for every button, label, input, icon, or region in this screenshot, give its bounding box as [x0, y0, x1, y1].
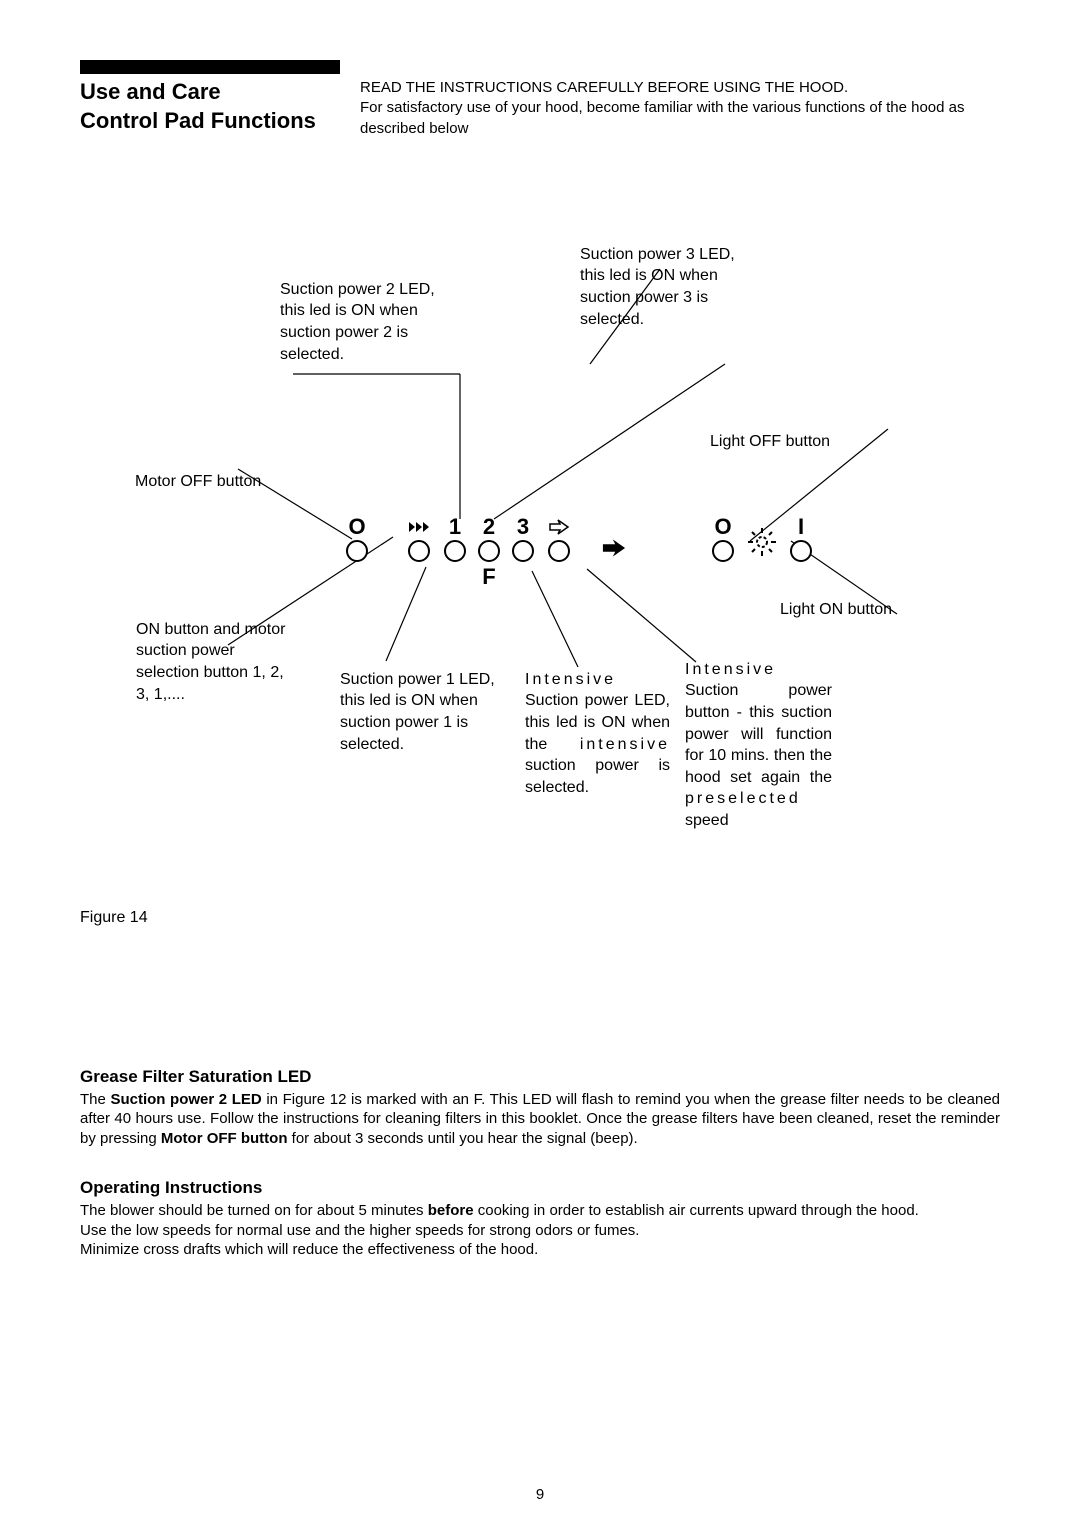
button-intensive-led[interactable] — [546, 514, 572, 562]
figure-label: Figure 14 — [80, 909, 1000, 927]
callout-suction2: Suction power 2 LED, this led is ON when… — [280, 279, 435, 365]
button-light-off[interactable]: O — [712, 514, 734, 562]
op-p1a: The blower should be turned on for about… — [80, 1202, 428, 1219]
page-number: 9 — [536, 1486, 544, 1503]
grease-p1e: for about 3 seconds until you hear the s… — [288, 1130, 638, 1147]
grease-section: Grease Filter Saturation LED The Suction… — [80, 1067, 1000, 1149]
circle-1 — [444, 540, 466, 562]
button-speed-1[interactable]: 1 — [444, 514, 466, 562]
grease-p1a: The — [80, 1091, 110, 1108]
callout-intensive-btn: Intensive Suction power button - this su… — [685, 659, 832, 832]
callout-light-on: Light ON button — [780, 599, 892, 621]
label-I: I — [798, 514, 804, 540]
circle-on — [408, 540, 430, 562]
label-O: O — [348, 514, 365, 540]
grease-p1b: Suction power 2 LED — [110, 1091, 261, 1108]
intro-line-2: For satisfactory use of your hood, becom… — [360, 98, 1000, 139]
preselected-spaced: preselected — [685, 790, 801, 807]
button-speed-2[interactable]: 2 F — [478, 514, 500, 590]
light-symbol — [746, 526, 778, 558]
control-panel: O 1 2 F 3 — [340, 514, 818, 590]
button-on-cycle[interactable] — [406, 514, 432, 562]
button-motor-off[interactable]: O — [346, 514, 368, 562]
label-light-O: O — [714, 514, 731, 540]
title-line-1: Use and Care — [80, 78, 340, 107]
operating-p3: Minimize cross drafts which will reduce … — [80, 1240, 1000, 1260]
label-2: 2 — [483, 514, 495, 540]
label-F: F — [482, 564, 495, 590]
circle-light-on — [790, 540, 812, 562]
callout-suction3: Suction power 3 LED, this led is ON when… — [580, 244, 735, 330]
circle-3 — [512, 540, 534, 562]
header-black-bar — [80, 60, 340, 74]
light-bulb-icon — [746, 526, 778, 558]
grease-p1d: Motor OFF button — [161, 1130, 288, 1147]
button-light-on[interactable]: I — [790, 514, 812, 562]
grease-paragraph: The Suction power 2 LED in Figure 12 is … — [80, 1090, 1000, 1149]
circle-intensive-led — [548, 540, 570, 562]
circle-2 — [478, 540, 500, 562]
operating-section: Operating Instructions The blower should… — [80, 1178, 1000, 1260]
circle-light-off — [712, 540, 734, 562]
op-p1c: cooking in order to establish air curren… — [474, 1202, 919, 1219]
operating-p1: The blower should be turned on for about… — [80, 1201, 1000, 1221]
grease-heading: Grease Filter Saturation LED — [80, 1067, 1000, 1087]
title-line-2: Control Pad Functions — [80, 107, 340, 136]
header-row: Use and Care Control Pad Functions READ … — [80, 78, 1000, 139]
op-p1b: before — [428, 1202, 474, 1219]
title-column: Use and Care Control Pad Functions — [80, 78, 340, 139]
intro-column: READ THE INSTRUCTIONS CAREFULLY BEFORE U… — [360, 78, 1000, 139]
forward-icon — [406, 514, 432, 540]
operating-p2: Use the low speeds for normal use and th… — [80, 1221, 1000, 1241]
diagram-container: Suction power 2 LED, this led is ON when… — [80, 169, 1000, 889]
intensive-spaced-3: Intensive — [685, 661, 776, 678]
circle-motor-off — [346, 540, 368, 562]
button-speed-3[interactable]: 3 — [512, 514, 534, 562]
intensive-icon — [546, 514, 572, 540]
callout-on-button: ON button and motor suction power select… — [136, 619, 296, 705]
callout-motor-off: Motor OFF button — [135, 471, 261, 493]
intro-line-1: READ THE INSTRUCTIONS CAREFULLY BEFORE U… — [360, 78, 1000, 98]
intensive-spaced-1: Intensive — [525, 671, 616, 688]
intensive-spaced-2: intensive — [580, 736, 670, 753]
label-3: 3 — [517, 514, 529, 540]
intensive-icon-large — [598, 532, 630, 564]
callout-light-off: Light OFF button — [710, 431, 830, 453]
label-1: 1 — [449, 514, 461, 540]
button-intensive[interactable] — [598, 532, 630, 564]
operating-heading: Operating Instructions — [80, 1178, 1000, 1198]
callout-suction1: Suction power 1 LED, this led is ON when… — [340, 669, 497, 755]
callout-intensive-led: Intensive Suction power LED, this led is… — [525, 669, 670, 799]
